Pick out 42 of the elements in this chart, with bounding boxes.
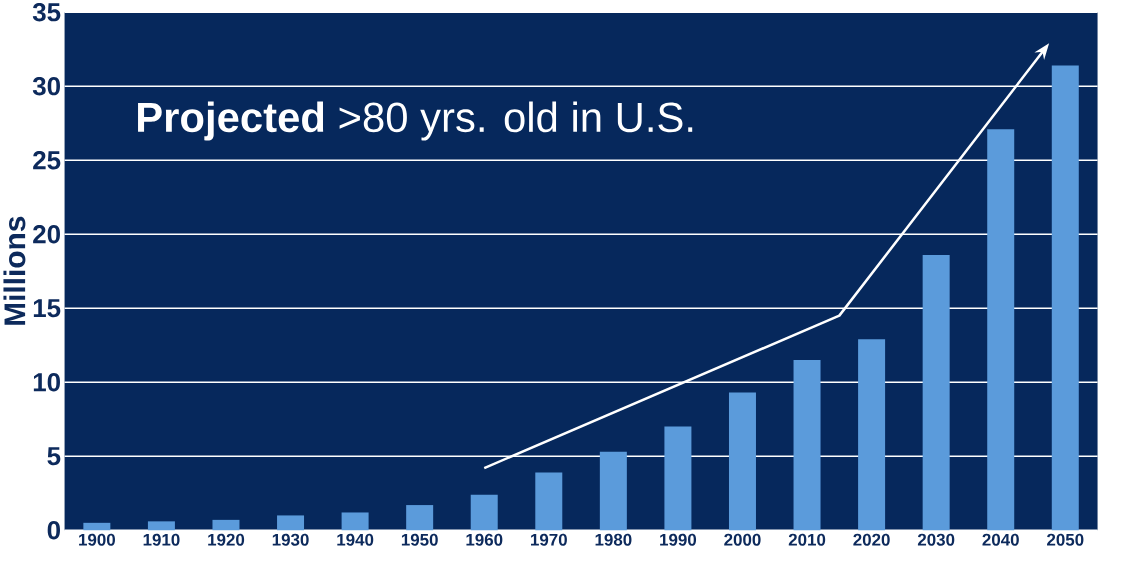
bar [341,512,369,531]
x-tick-label: 1980 [595,533,632,546]
y-tick-label: 25 [33,151,61,170]
x-tick-label: 1970 [531,533,567,546]
bar [793,360,821,531]
y-axis-title: Millions [3,216,26,325]
x-tick-label: 2010 [788,533,826,546]
x-tick-label: 1930 [272,533,309,546]
y-tick-label: 30 [32,77,60,96]
x-tick-label: 2040 [982,533,1019,546]
bar [728,392,756,531]
y-tick-label: 5 [47,447,61,466]
bar [599,451,627,531]
bar [277,515,305,531]
bar [147,521,175,531]
y-tick-label: 10 [33,373,60,392]
bar [1051,65,1079,531]
x-tick-label: 1950 [401,533,438,546]
x-tick-label: 2050 [1047,533,1084,546]
y-tick-label: 35 [32,3,61,22]
bar [470,494,498,531]
x-tick-label: 1940 [337,533,374,546]
text: Projected >80 yrs. old in U.S. [138,101,693,141]
bar [987,129,1015,531]
bar [212,519,240,531]
y-tick-label: 20 [33,225,60,244]
y-tick-label: 0 [47,521,60,540]
x-tick-label: 1900 [79,533,115,546]
x-tick-label: 1910 [143,533,180,546]
bar [535,472,563,531]
x-tick-label: 2020 [853,533,890,546]
bar [664,426,692,531]
x-tick-label: 1920 [208,533,245,546]
x-tick-label: 2000 [724,533,761,546]
x-tick-label: 1960 [466,533,503,546]
bar [406,505,434,531]
y-tick-label: 15 [33,299,61,318]
bar [83,522,111,531]
x-tick-label: 2030 [917,533,955,546]
bar [858,339,886,531]
bar [922,254,950,531]
x-tick-label: 1990 [660,533,697,546]
